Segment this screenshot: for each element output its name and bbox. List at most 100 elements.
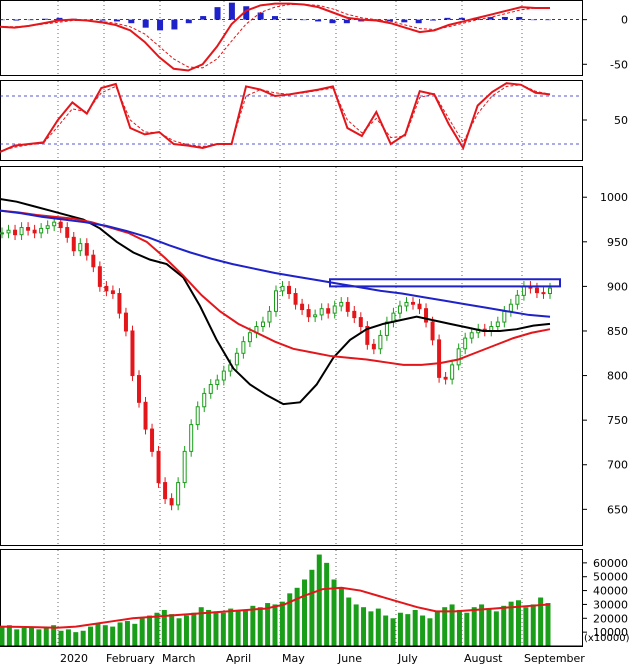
volume-bar xyxy=(515,600,521,646)
volume-bar xyxy=(29,626,35,646)
y-tick-label: -50 xyxy=(610,58,628,71)
macd-histogram-bar xyxy=(13,19,20,21)
candle-body xyxy=(260,321,265,328)
volume-bar xyxy=(375,608,381,646)
price-panel: 1000 950 900 850 800 750 700 650 xyxy=(0,191,628,516)
y-tick-label: 800 xyxy=(607,370,628,383)
y-tick-label: 1000 xyxy=(600,191,628,204)
x-tick-label: May xyxy=(282,652,305,665)
price-frame xyxy=(0,166,583,546)
macd-histogram-bar xyxy=(214,7,221,20)
resistance-box xyxy=(329,278,561,288)
volume-bar xyxy=(545,603,551,646)
candle-body xyxy=(208,383,213,394)
ma-blue-line xyxy=(0,209,551,318)
macd-histogram-bar xyxy=(243,6,250,20)
candle-body xyxy=(280,285,285,292)
candle-body xyxy=(117,293,122,314)
candle-body xyxy=(202,392,207,408)
y-tick-label: 900 xyxy=(607,280,628,293)
candle-body xyxy=(469,332,474,339)
volume-bar xyxy=(191,612,197,646)
x-tick-label: September xyxy=(524,652,585,665)
candle-body xyxy=(150,428,155,452)
candle-body xyxy=(287,285,292,295)
macd-histogram-bar xyxy=(530,19,537,21)
y-tick-label: 50000 xyxy=(593,571,628,584)
candle-body xyxy=(326,308,331,314)
volume-bar xyxy=(183,615,189,646)
macd-histogram-bar xyxy=(501,16,508,20)
volume-bar xyxy=(154,612,160,646)
macd-histogram-bar xyxy=(300,19,307,21)
volume-bar xyxy=(456,609,462,646)
macd-histogram-bar xyxy=(128,19,135,24)
candle-body xyxy=(52,221,57,227)
candle-body xyxy=(169,498,174,506)
volume-bar xyxy=(6,625,12,646)
volume-bar xyxy=(228,608,234,646)
macd-histogram-bar xyxy=(315,19,322,22)
volume-bar xyxy=(73,632,79,646)
macd-histogram-bar xyxy=(200,16,207,20)
candle-body xyxy=(26,227,31,231)
candle-body xyxy=(163,482,168,500)
candle-body xyxy=(443,376,448,380)
volume-bar xyxy=(235,611,241,646)
candle-body xyxy=(84,243,89,256)
candle-body xyxy=(130,330,135,377)
candle-body xyxy=(39,227,44,234)
x-tick-label: 2020 xyxy=(60,652,88,665)
candle-body xyxy=(267,310,272,323)
candle-body xyxy=(19,227,24,236)
candle-body xyxy=(0,232,4,235)
y-tick-label: 650 xyxy=(607,503,628,516)
macd-histogram-bar xyxy=(0,19,5,21)
volume-bar xyxy=(220,612,226,646)
volume-bar xyxy=(442,607,448,646)
volume-bar xyxy=(353,604,359,646)
x-tick-label: June xyxy=(337,652,362,665)
macd-histogram-bar xyxy=(228,2,235,20)
y-tick-label: 60000 xyxy=(593,557,628,570)
volume-bar xyxy=(501,605,507,646)
candle-body xyxy=(450,364,455,380)
candle-body xyxy=(515,294,520,305)
macd-histogram-bar xyxy=(113,19,120,22)
macd-histogram-bar xyxy=(56,17,63,20)
x-tick-label: March xyxy=(162,652,196,665)
macd-histogram-bar xyxy=(415,19,422,24)
candle-body xyxy=(352,310,357,319)
y-tick-label: 750 xyxy=(607,414,628,427)
macd-histogram-bar xyxy=(401,19,408,23)
x-tick-label: July xyxy=(397,652,418,665)
candle-body xyxy=(32,229,37,234)
x-tick-label: February xyxy=(106,652,155,665)
candle-body xyxy=(97,266,102,287)
volume-bar xyxy=(65,629,71,646)
macd-frame xyxy=(0,0,583,76)
volume-bar xyxy=(250,605,256,646)
ma-red-line xyxy=(0,209,551,366)
candle-body xyxy=(404,301,409,307)
macd-histogram-bar xyxy=(545,19,551,21)
volume-ma-line xyxy=(0,586,551,629)
candle-body xyxy=(274,290,278,312)
volume-bar xyxy=(464,612,470,646)
y-tick-label: 700 xyxy=(607,459,628,472)
volume-bar xyxy=(412,609,418,646)
candle-body xyxy=(365,326,370,345)
macd-line xyxy=(0,2,550,72)
volume-bar xyxy=(88,626,94,646)
volume-bar xyxy=(206,609,212,646)
candle-body xyxy=(534,287,539,294)
candle-body xyxy=(371,343,376,350)
candle-body xyxy=(13,229,18,236)
candle-body xyxy=(137,375,141,403)
x-tick-label: August xyxy=(464,652,503,665)
candle-body xyxy=(502,310,507,323)
volume-bar xyxy=(21,627,27,646)
candle-body xyxy=(58,221,63,229)
volume-bar xyxy=(80,630,86,646)
